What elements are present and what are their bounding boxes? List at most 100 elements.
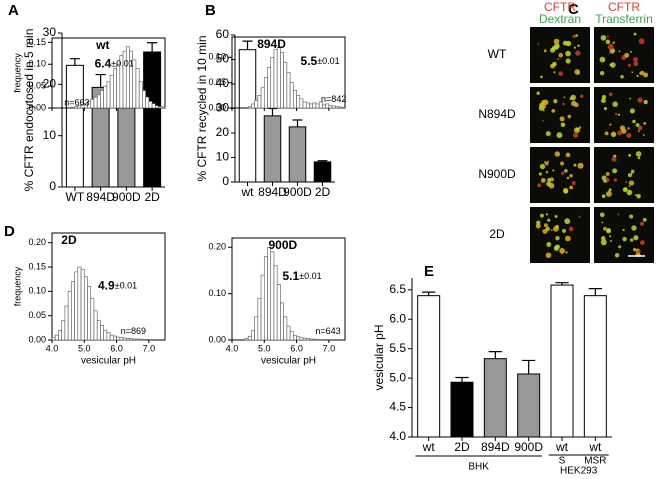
error-bar [69, 58, 80, 66]
y-tick-label: 20 [216, 125, 230, 139]
histogram-bar [158, 106, 163, 109]
error-bar [555, 282, 569, 286]
histogram-bar [103, 85, 108, 109]
micrograph-spot [633, 61, 639, 67]
histogram-bar [289, 331, 294, 341]
histogram-bar [106, 332, 111, 341]
micrograph-spot [628, 153, 632, 157]
histogram-bar [276, 284, 281, 341]
micrograph-spot [536, 220, 541, 225]
histogram-bar [257, 95, 262, 109]
bar [65, 64, 84, 188]
bar [238, 49, 257, 183]
micrograph-spot [633, 57, 638, 62]
micrograph-spot [632, 119, 636, 124]
histogram-bar [119, 337, 124, 341]
histogram-bar [93, 96, 98, 109]
n-label: n=842 [321, 94, 346, 104]
histogram-bar [83, 276, 88, 341]
micrograph-spot [540, 178, 546, 183]
micrograph-spot [637, 130, 640, 133]
histogram-bar [247, 106, 252, 109]
x-tick-label: 900D [283, 185, 312, 199]
micrograph-spot [554, 151, 561, 157]
error-bar [95, 73, 106, 88]
error-bar [588, 288, 602, 296]
micrograph-spot [569, 185, 574, 190]
mean-label: 4.9±0.01 [98, 279, 137, 293]
micrograph-spot [635, 123, 640, 127]
micrograph-spot [639, 240, 645, 246]
histogram-bar [315, 103, 320, 109]
micrograph [530, 147, 590, 203]
mean-sem: ±0.01 [317, 56, 339, 66]
micrograph-spot [561, 171, 565, 175]
micrograph-spot [609, 235, 612, 238]
x-tick-label: 900D [112, 190, 141, 204]
micrograph-spot [565, 58, 571, 64]
histogram-bar [106, 81, 111, 109]
micrograph-spot [545, 213, 549, 216]
histogram-bar [296, 336, 301, 341]
histogram-bar [283, 62, 288, 109]
histogram-bar [335, 106, 339, 109]
y-tick-label: 6.0 [389, 311, 406, 325]
micrograph-spot [631, 71, 634, 74]
micrograph-spot [565, 251, 568, 254]
micrograph-spot [636, 193, 641, 199]
micrograph-spot [549, 177, 554, 182]
x-tick-label: wt [588, 440, 602, 454]
mean-sem: ±0.01 [111, 59, 133, 69]
micrograph-spot [577, 162, 584, 169]
bar [313, 161, 332, 183]
histogram-bar [263, 256, 268, 341]
micrograph-spot [622, 228, 625, 232]
micrograph-spot [614, 252, 620, 258]
micrograph-spot [562, 228, 567, 233]
error-bar [242, 40, 253, 50]
y-axis-label: frequency [12, 53, 22, 93]
histogram-bar [254, 316, 259, 341]
histogram-bar [100, 90, 104, 109]
x-tick-label: wt [422, 440, 436, 454]
histogram-bar [305, 102, 310, 109]
histogram-bar [87, 286, 92, 341]
histogram-bar [296, 95, 301, 109]
histogram-bar [312, 338, 317, 341]
micrograph-spot [610, 131, 617, 138]
histogram-title: 900D [269, 238, 298, 252]
histogram-bar [90, 98, 95, 109]
micrograph-spot [554, 45, 559, 50]
micrograph-spot [625, 181, 628, 184]
histogram-bar [138, 81, 143, 109]
histogram-bar [145, 96, 150, 109]
bar [417, 295, 441, 438]
histogram-bar [51, 337, 56, 341]
micrograph-spot [637, 156, 641, 160]
y-tick-label: 50 [216, 52, 230, 66]
micrograph-spot [604, 131, 609, 136]
histogram-bar [341, 107, 346, 109]
y-tick-label: 20 [43, 77, 57, 91]
histogram-bar [267, 246, 272, 341]
micrograph-spot [626, 189, 633, 196]
histogram-bar [260, 87, 265, 109]
micrograph-spot [629, 214, 634, 219]
micrograph-spot [545, 252, 552, 259]
error-bar [267, 107, 278, 116]
micrograph-spot [605, 190, 612, 197]
micrograph-spot [575, 34, 579, 37]
histogram-bar [280, 302, 284, 341]
histogram-bar [113, 68, 117, 109]
x-tick-label: WT [66, 190, 85, 204]
y-tick-label: 5.5 [389, 341, 406, 355]
micrograph-spot [607, 43, 614, 50]
micrograph-spot [537, 183, 542, 188]
micrograph-spot [608, 92, 613, 97]
y-tick-label: 0.20 [208, 242, 226, 252]
micrograph-spot [633, 32, 637, 36]
micrograph-spot [577, 44, 580, 47]
y-tick-label: 0.00 [208, 102, 226, 112]
micrograph-spot [617, 130, 623, 136]
mean-value: 5.5 [301, 54, 318, 68]
